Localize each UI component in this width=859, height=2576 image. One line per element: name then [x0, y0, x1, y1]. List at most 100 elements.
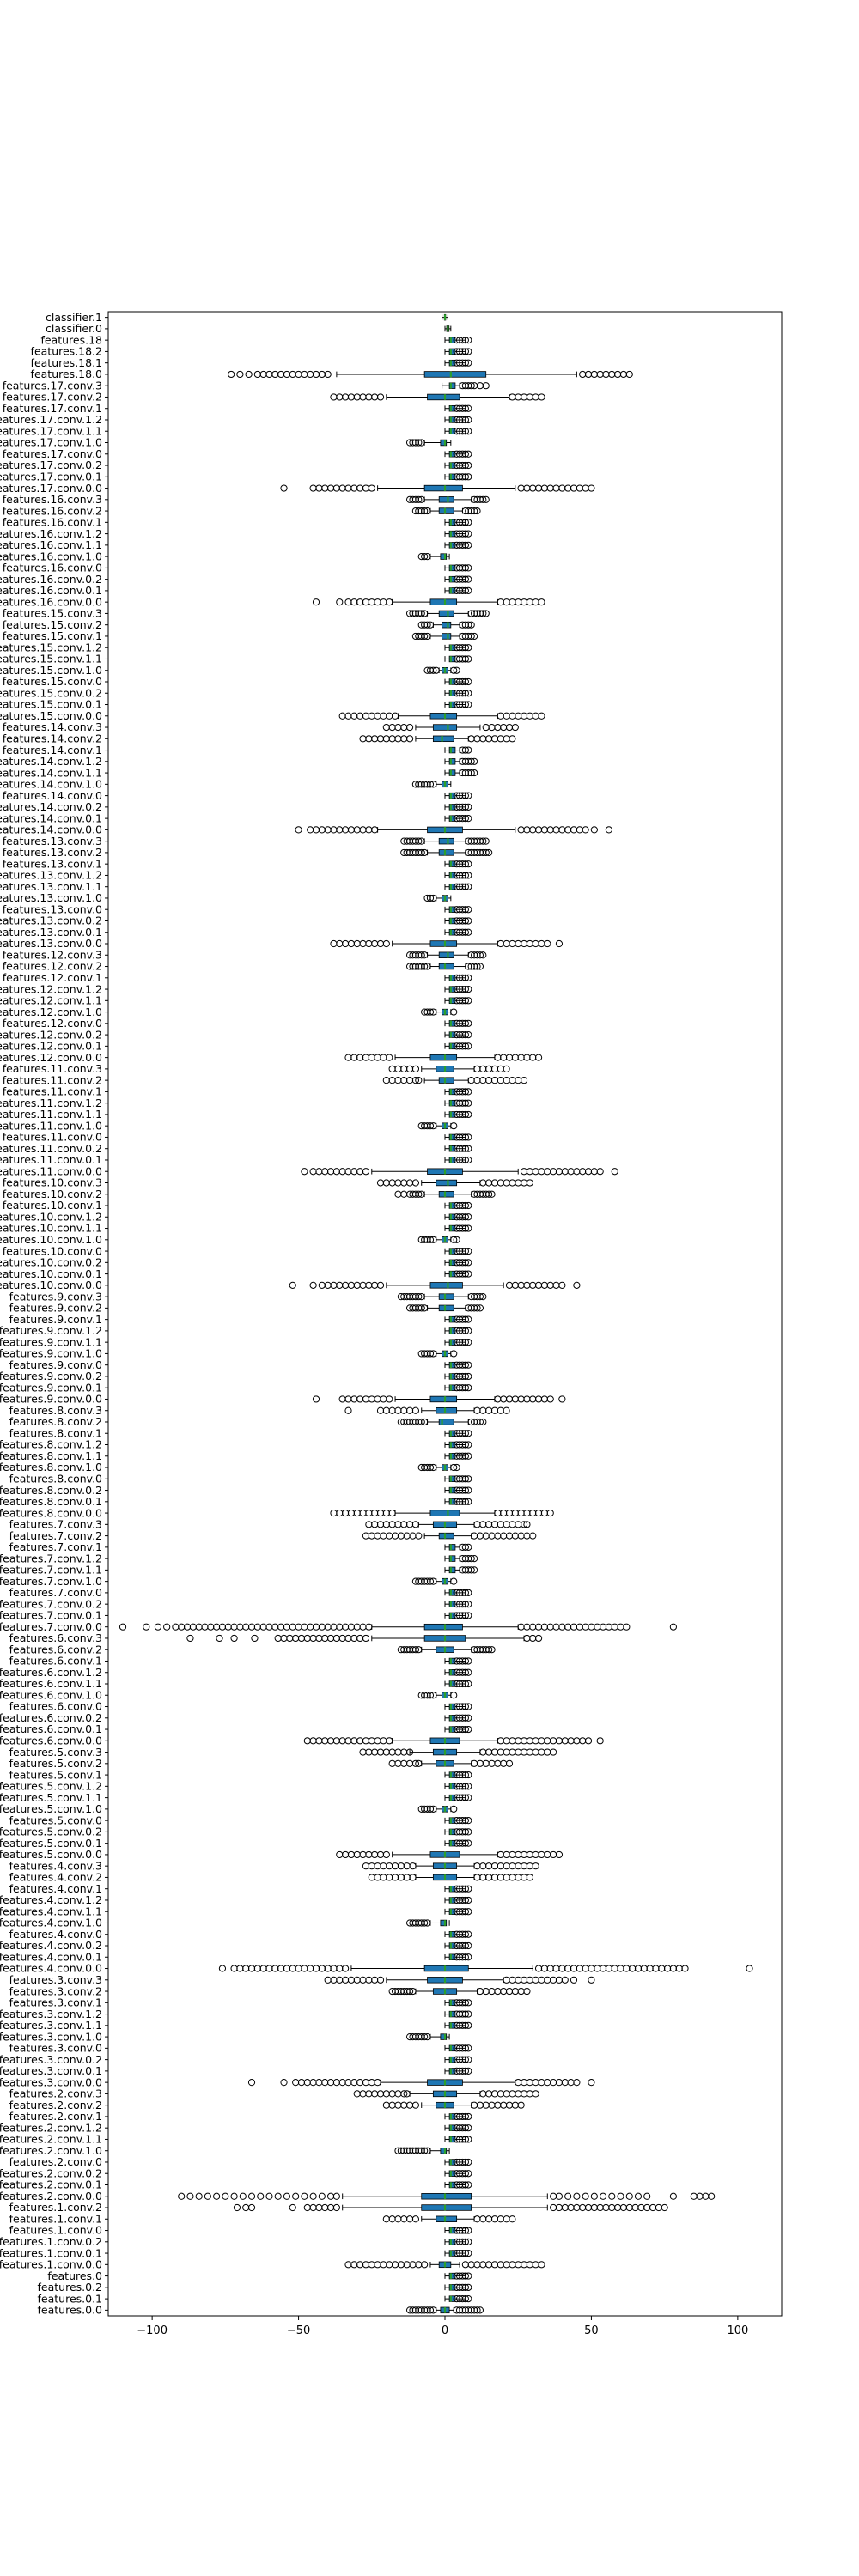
outlier-point: [465, 1817, 472, 1825]
outlier-point: [490, 735, 499, 743]
outlier-point: [391, 712, 399, 720]
iqr-box: [432, 735, 454, 743]
ytick-label: features.11.conv.2: [3, 1073, 102, 1086]
outlier-point: [540, 1623, 548, 1631]
box-117: [186, 1634, 543, 1643]
outlier-point: [490, 1748, 499, 1756]
ytick-label: features.5.conv.1: [9, 1768, 102, 1781]
outlier-point: [321, 2203, 329, 2212]
outlier-point: [482, 610, 490, 617]
iqr-box: [448, 2124, 456, 2131]
outlier-point: [470, 2101, 478, 2109]
outlier-point: [544, 1737, 551, 1745]
outlier-point: [230, 1965, 238, 1972]
outlier-point: [350, 2261, 358, 2269]
outlier-point: [564, 1623, 572, 1631]
box-17: [405, 495, 490, 503]
outlier-point: [564, 826, 572, 834]
ytick-label: features.1.conv.0.0: [0, 2258, 102, 2271]
outlier-point: [497, 1406, 504, 1414]
outlier-point: [550, 1850, 557, 1859]
outlier-point: [681, 1965, 689, 1972]
outlier-point: [421, 848, 429, 857]
outlier-point: [465, 1668, 472, 1676]
outlier-point: [461, 1828, 469, 1836]
outlier-point: [368, 2261, 375, 2269]
ytick-label: features.15.conv.1.2: [0, 641, 102, 653]
outlier-point: [465, 803, 472, 811]
outlier-point: [511, 723, 519, 732]
outlier-point: [555, 1168, 564, 1176]
outlier-point: [368, 1862, 375, 1870]
outlier-point: [330, 1976, 338, 1984]
box-109: [444, 1543, 472, 1551]
outlier-point: [500, 723, 508, 732]
outlier-point: [292, 2079, 300, 2087]
outlier-point: [690, 2192, 698, 2200]
box-93: [444, 1361, 472, 1369]
outlier-point: [470, 1532, 478, 1540]
outlier-point: [470, 632, 478, 641]
ytick-label: features.4.conv.0.2: [0, 1939, 102, 1952]
outlier-point: [602, 370, 610, 379]
outlier-point: [178, 1623, 186, 1631]
outlier-point: [289, 1281, 296, 1289]
outlier-point: [490, 1862, 499, 1870]
outlier-point: [236, 1965, 244, 1972]
outlier-point: [344, 1634, 352, 1643]
outlier-point: [465, 906, 472, 914]
outlier-point: [467, 2261, 475, 2269]
outlier-point: [411, 1646, 420, 1654]
ytick-label: features.13.conv.3: [3, 835, 102, 848]
outlier-point: [588, 484, 595, 492]
outlier-point: [534, 826, 543, 834]
outlier-point: [253, 1623, 261, 1631]
iqr-box: [448, 1817, 456, 1824]
ytick-label: features.4.conv.1.1: [0, 1905, 102, 1917]
outlier-point: [380, 1737, 387, 1745]
ytick-label: features.3.conv.2: [9, 1984, 102, 1997]
box-79: [444, 1201, 472, 1210]
xtick-label: −50: [287, 2324, 310, 2337]
box-116: [119, 1623, 677, 1631]
outlier-point: [538, 1850, 545, 1859]
outlier-point: [421, 951, 429, 959]
outlier-point: [461, 1486, 469, 1494]
outlier-point: [515, 939, 522, 948]
outlier-point: [303, 2203, 311, 2212]
ytick-label: features.12.conv.0.2: [0, 1028, 102, 1041]
outlier-point: [461, 1270, 469, 1278]
outlier-point: [461, 2261, 469, 2269]
box-155: [444, 2067, 472, 2075]
outlier-point: [503, 1077, 510, 1084]
outlier-point: [623, 1965, 631, 1972]
iqr-box: [430, 940, 458, 947]
outlier-point: [178, 2192, 186, 2200]
box-146: [218, 1965, 753, 1972]
outlier-point: [394, 1521, 402, 1528]
ytick-label: features.7.conv.1.0: [0, 1575, 102, 1588]
ytick-label: features.6.conv.3: [9, 1631, 102, 1644]
iqr-box: [448, 451, 456, 458]
ytick-label: features.3.conv.3: [9, 1973, 102, 1986]
outlier-point: [529, 1532, 537, 1540]
outlier-point: [479, 610, 487, 617]
outlier-point: [382, 735, 390, 743]
box-141: [444, 1908, 472, 1916]
outlier-point: [356, 712, 364, 720]
outlier-point: [461, 2124, 469, 2132]
outlier-point: [461, 985, 469, 993]
outlier-point: [631, 2203, 639, 2212]
outlier-point: [552, 1281, 560, 1289]
outlier-point: [295, 826, 302, 834]
iqr-box: [448, 758, 456, 765]
iqr-box: [448, 1555, 456, 1562]
ytick-label: features.7.conv.1: [9, 1540, 102, 1553]
box-80: [444, 1213, 472, 1221]
outlier-point: [485, 1874, 493, 1881]
outlier-point: [405, 1179, 414, 1187]
outlier-point: [523, 1281, 531, 1289]
ytick-label: features.1.conv.1: [9, 2212, 102, 2225]
outlier-point: [411, 1065, 420, 1072]
outlier-point: [479, 1748, 487, 1756]
